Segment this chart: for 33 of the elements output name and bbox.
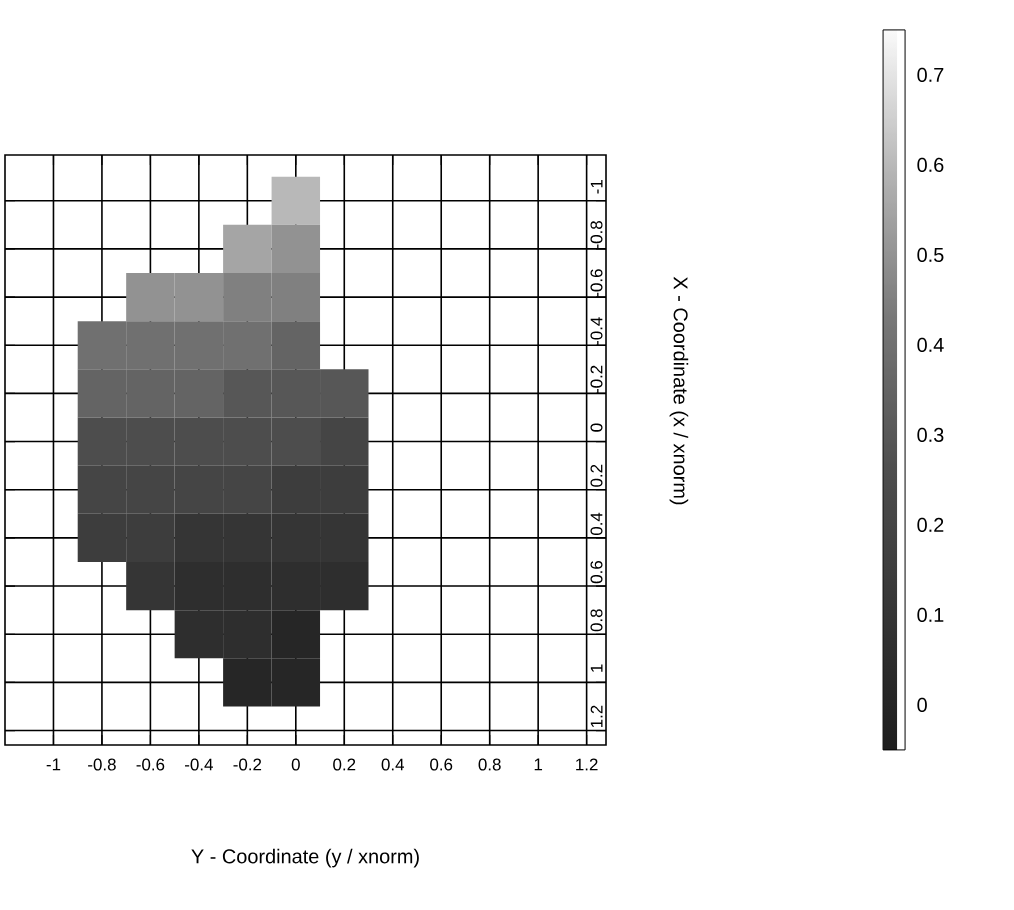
y-tick-label: 0.2 [590,464,603,487]
x-tick-label: 0.8 [478,758,501,771]
x-tick-label: -0.6 [136,758,165,771]
y-tick-label: -0.4 [590,317,603,346]
x-tick-label: 0 [291,758,300,771]
x-tick-label: 0.6 [430,758,453,771]
y-tick-label: -0.8 [590,221,603,249]
x-tick-label: 0.4 [381,758,405,771]
x-tick-label: -0.2 [233,758,262,771]
y-tick-label: -1 [590,180,603,194]
x-axis-title: Y - Coordinate (y / xnorm) [191,848,419,868]
y-tick-label: -0.2 [590,365,603,394]
color-bar-label: 0.2 [917,517,944,532]
y-tick-label: 0.8 [590,609,603,632]
color-bar-label: 0.7 [917,67,944,82]
x-tick-label: 1 [534,758,543,771]
color-bar-label: 0.6 [917,157,944,172]
y-tick-label: 0 [590,423,603,432]
y-axis-title: X - Coordinate (x / xnorm) [669,276,689,505]
y-tick-label: 1 [590,664,603,672]
color-bar-label: 0.4 [917,337,944,352]
y-tick-label: -0.6 [590,269,603,297]
y-tick-label: 1.2 [590,705,603,728]
color-bar-label: 0 [917,697,927,712]
y-tick-label: 0.6 [590,561,603,584]
color-bar-label: 0.1 [917,607,944,622]
x-tick-label: -1 [46,758,61,771]
y-tick-label: 0.4 [590,512,603,536]
x-tick-label: 0.2 [333,758,356,771]
x-tick-label: -0.4 [185,758,213,771]
color-bar-label: 0.3 [917,427,944,442]
x-tick-label: -0.8 [88,758,116,771]
color-bar-label: 0.5 [917,247,944,262]
